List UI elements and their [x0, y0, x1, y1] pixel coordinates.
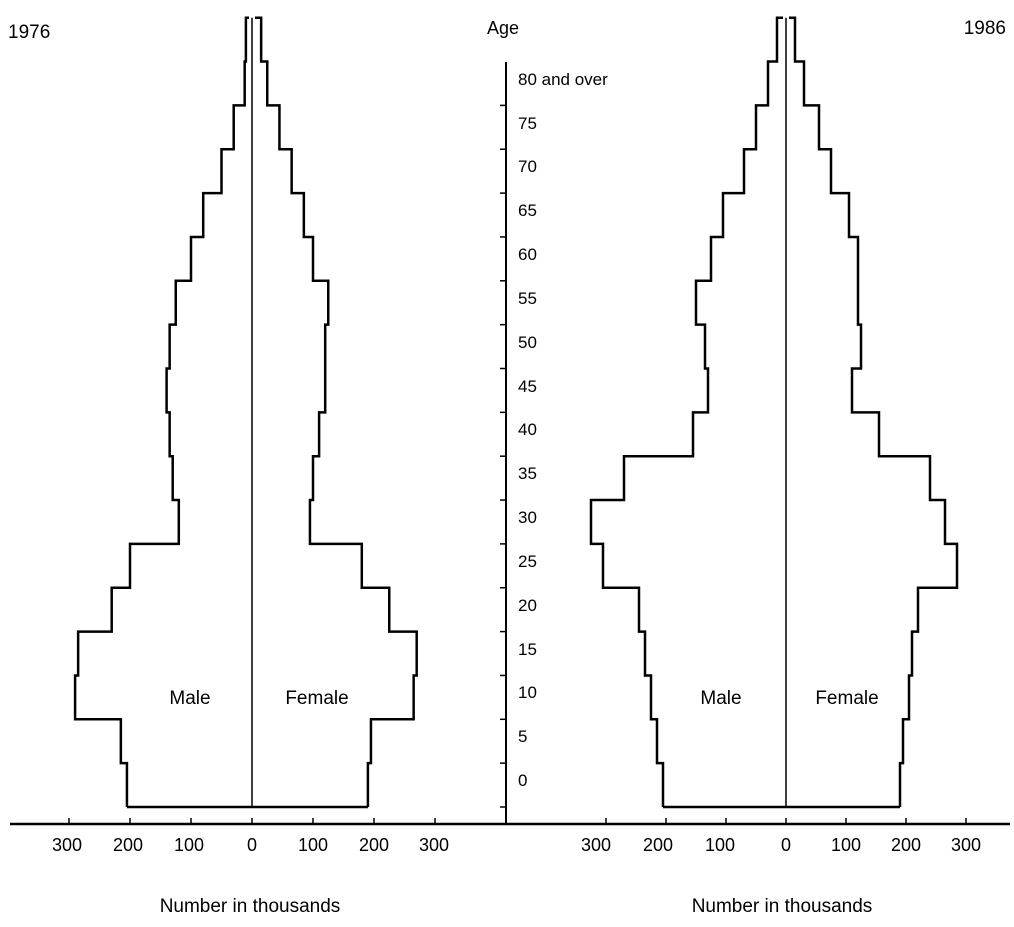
male-label-right: Male: [700, 688, 741, 709]
x-tick-labels-left: 300 200 100 0 100 200 300: [52, 835, 449, 855]
age-tick-label: 15: [518, 640, 537, 659]
x-tick-label: 300: [951, 835, 981, 855]
age-tick-label: 10: [518, 683, 537, 702]
age-tick-label: 30: [518, 508, 537, 527]
x-tick-label: 300: [52, 835, 82, 855]
x-tick-label: 200: [359, 835, 389, 855]
x-tick-label: 100: [174, 835, 204, 855]
age-axis-title: Age: [487, 18, 519, 38]
x-axis-title-right: Number in thousands: [692, 896, 873, 917]
x-tick-label: 0: [781, 835, 791, 855]
male-outline-1986: [589, 16, 783, 807]
female-outline-1986: [789, 16, 959, 807]
age-tick-label: 75: [518, 114, 537, 133]
age-tick-label: 35: [518, 464, 537, 483]
age-tick-label: 5: [518, 727, 527, 746]
age-tick-label: 40: [518, 420, 537, 439]
female-label-left: Female: [285, 688, 348, 709]
x-tick-label: 300: [419, 835, 449, 855]
female-label-right: Female: [815, 688, 878, 709]
x-tick-label: 200: [643, 835, 673, 855]
age-tick-label: 20: [518, 596, 537, 615]
x-tick-labels-right: 300 200 100 0 100 200 300: [581, 835, 981, 855]
age-tick-label: 55: [518, 289, 537, 308]
female-outline-1976: [255, 16, 418, 807]
x-tick-label: 300: [581, 835, 611, 855]
x-tick-label: 0: [247, 835, 257, 855]
age-tick-label: 80 and over: [518, 70, 608, 89]
x-tick-label: 200: [891, 835, 921, 855]
age-tick-label: 45: [518, 377, 537, 396]
male-label-left: Male: [169, 688, 210, 709]
year-label-left: 1976: [8, 22, 50, 43]
age-tick-label: 65: [518, 201, 537, 220]
age-tick-label: 60: [518, 245, 537, 264]
age-tick-label: 0: [518, 771, 527, 790]
x-tick-label: 100: [831, 835, 861, 855]
age-tick-labels: 0 5 10 15 20 25 30 35 40 45 50 55 60 65 …: [518, 70, 608, 790]
x-tick-label: 100: [705, 835, 735, 855]
x-tick-label: 200: [113, 835, 143, 855]
pyramid-1986: [589, 16, 959, 809]
pyramid-1976: [73, 16, 418, 809]
x-axis-title-left: Number in thousands: [160, 896, 341, 917]
male-outline-1976: [73, 16, 249, 807]
age-tick-label: 50: [518, 333, 537, 352]
age-tick-label: 25: [518, 552, 537, 571]
year-label-right: 1986: [964, 18, 1006, 39]
x-tick-label: 100: [298, 835, 328, 855]
age-tick-label: 70: [518, 157, 537, 176]
